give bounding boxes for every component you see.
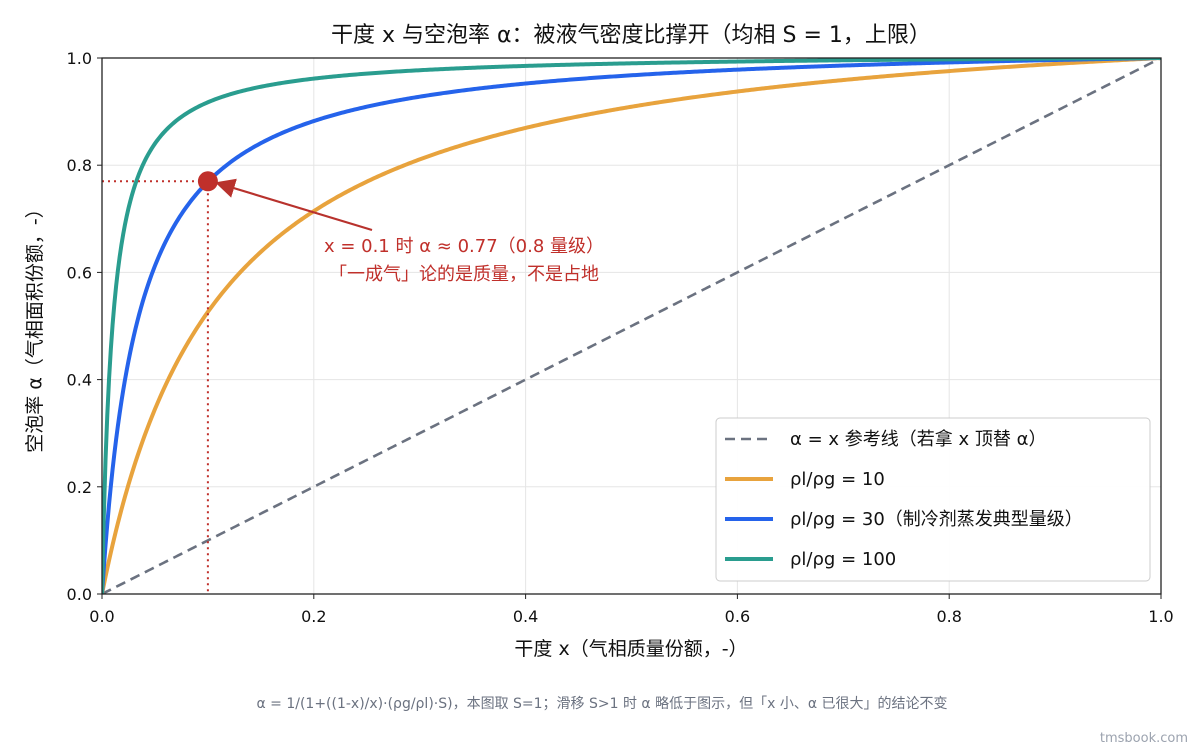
y-ticks: 0.0 0.2 0.4 0.6 0.8 1.0 — [67, 49, 102, 604]
x-tick-label: 0.0 — [89, 607, 114, 626]
curves — [102, 58, 1161, 594]
series-line-0 — [102, 58, 1161, 594]
legend: α = x 参考线（若拿 x 顶替 α） ρl/ρg = 10 ρl/ρg = 30… — [715, 417, 1151, 582]
x-tick-label: 1.0 — [1148, 607, 1173, 626]
y-tick-label: 0.2 — [67, 478, 92, 497]
annotation-arrow — [215, 178, 373, 232]
x-ticks: 0.0 0.2 0.4 0.6 0.8 1.0 — [89, 594, 1174, 626]
plot-frame — [101, 57, 1162, 595]
series-line-2 — [102, 58, 1161, 594]
y-tick-label: 0.0 — [67, 585, 92, 604]
legend-box — [715, 417, 1151, 582]
x-tick-label: 0.2 — [301, 607, 326, 626]
y-axis-label: 空泡率 α（气相面积份额，-） — [24, 199, 46, 452]
y-tick-label: 0.8 — [67, 156, 92, 175]
legend-label-2: ρl/ρg = 30（制冷剂蒸发典型量级） — [790, 509, 1083, 530]
legend-label-1: ρl/ρg = 10 — [790, 469, 885, 490]
series-line-1 — [102, 58, 1161, 594]
chart-title: 干度 x 与空泡率 α：被液气密度比撑开（均相 S = 1，上限） — [331, 23, 931, 48]
x-tick-label: 0.8 — [936, 607, 961, 626]
x-axis-label: 干度 x（气相质量份额，-） — [514, 638, 747, 660]
y-tick-label: 0.6 — [67, 263, 92, 282]
annotation-line-2: 「一成气」论的是质量，不是占地 — [329, 264, 599, 285]
x-tick-label: 0.4 — [513, 607, 538, 626]
legend-label-3: ρl/ρg = 100 — [790, 549, 896, 570]
y-tick-label: 0.4 — [67, 371, 92, 390]
legend-label-0: α = x 参考线（若拿 x 顶替 α） — [790, 428, 1046, 450]
x-tick-label: 0.6 — [725, 607, 750, 626]
y-tick-label: 1.0 — [67, 49, 92, 68]
watermark: tmsbook.com — [1100, 731, 1188, 746]
highlight-point — [197, 171, 218, 192]
series-line-3 — [102, 58, 1161, 594]
footnote: α = 1/(1+((1-x)/x)·(ρg/ρl)·S)，本图取 S=1；滑移… — [256, 695, 947, 712]
annotation-line-1: x = 0.1 时 α ≈ 0.77（0.8 量级） — [324, 236, 604, 257]
highlight-guides — [102, 171, 218, 594]
